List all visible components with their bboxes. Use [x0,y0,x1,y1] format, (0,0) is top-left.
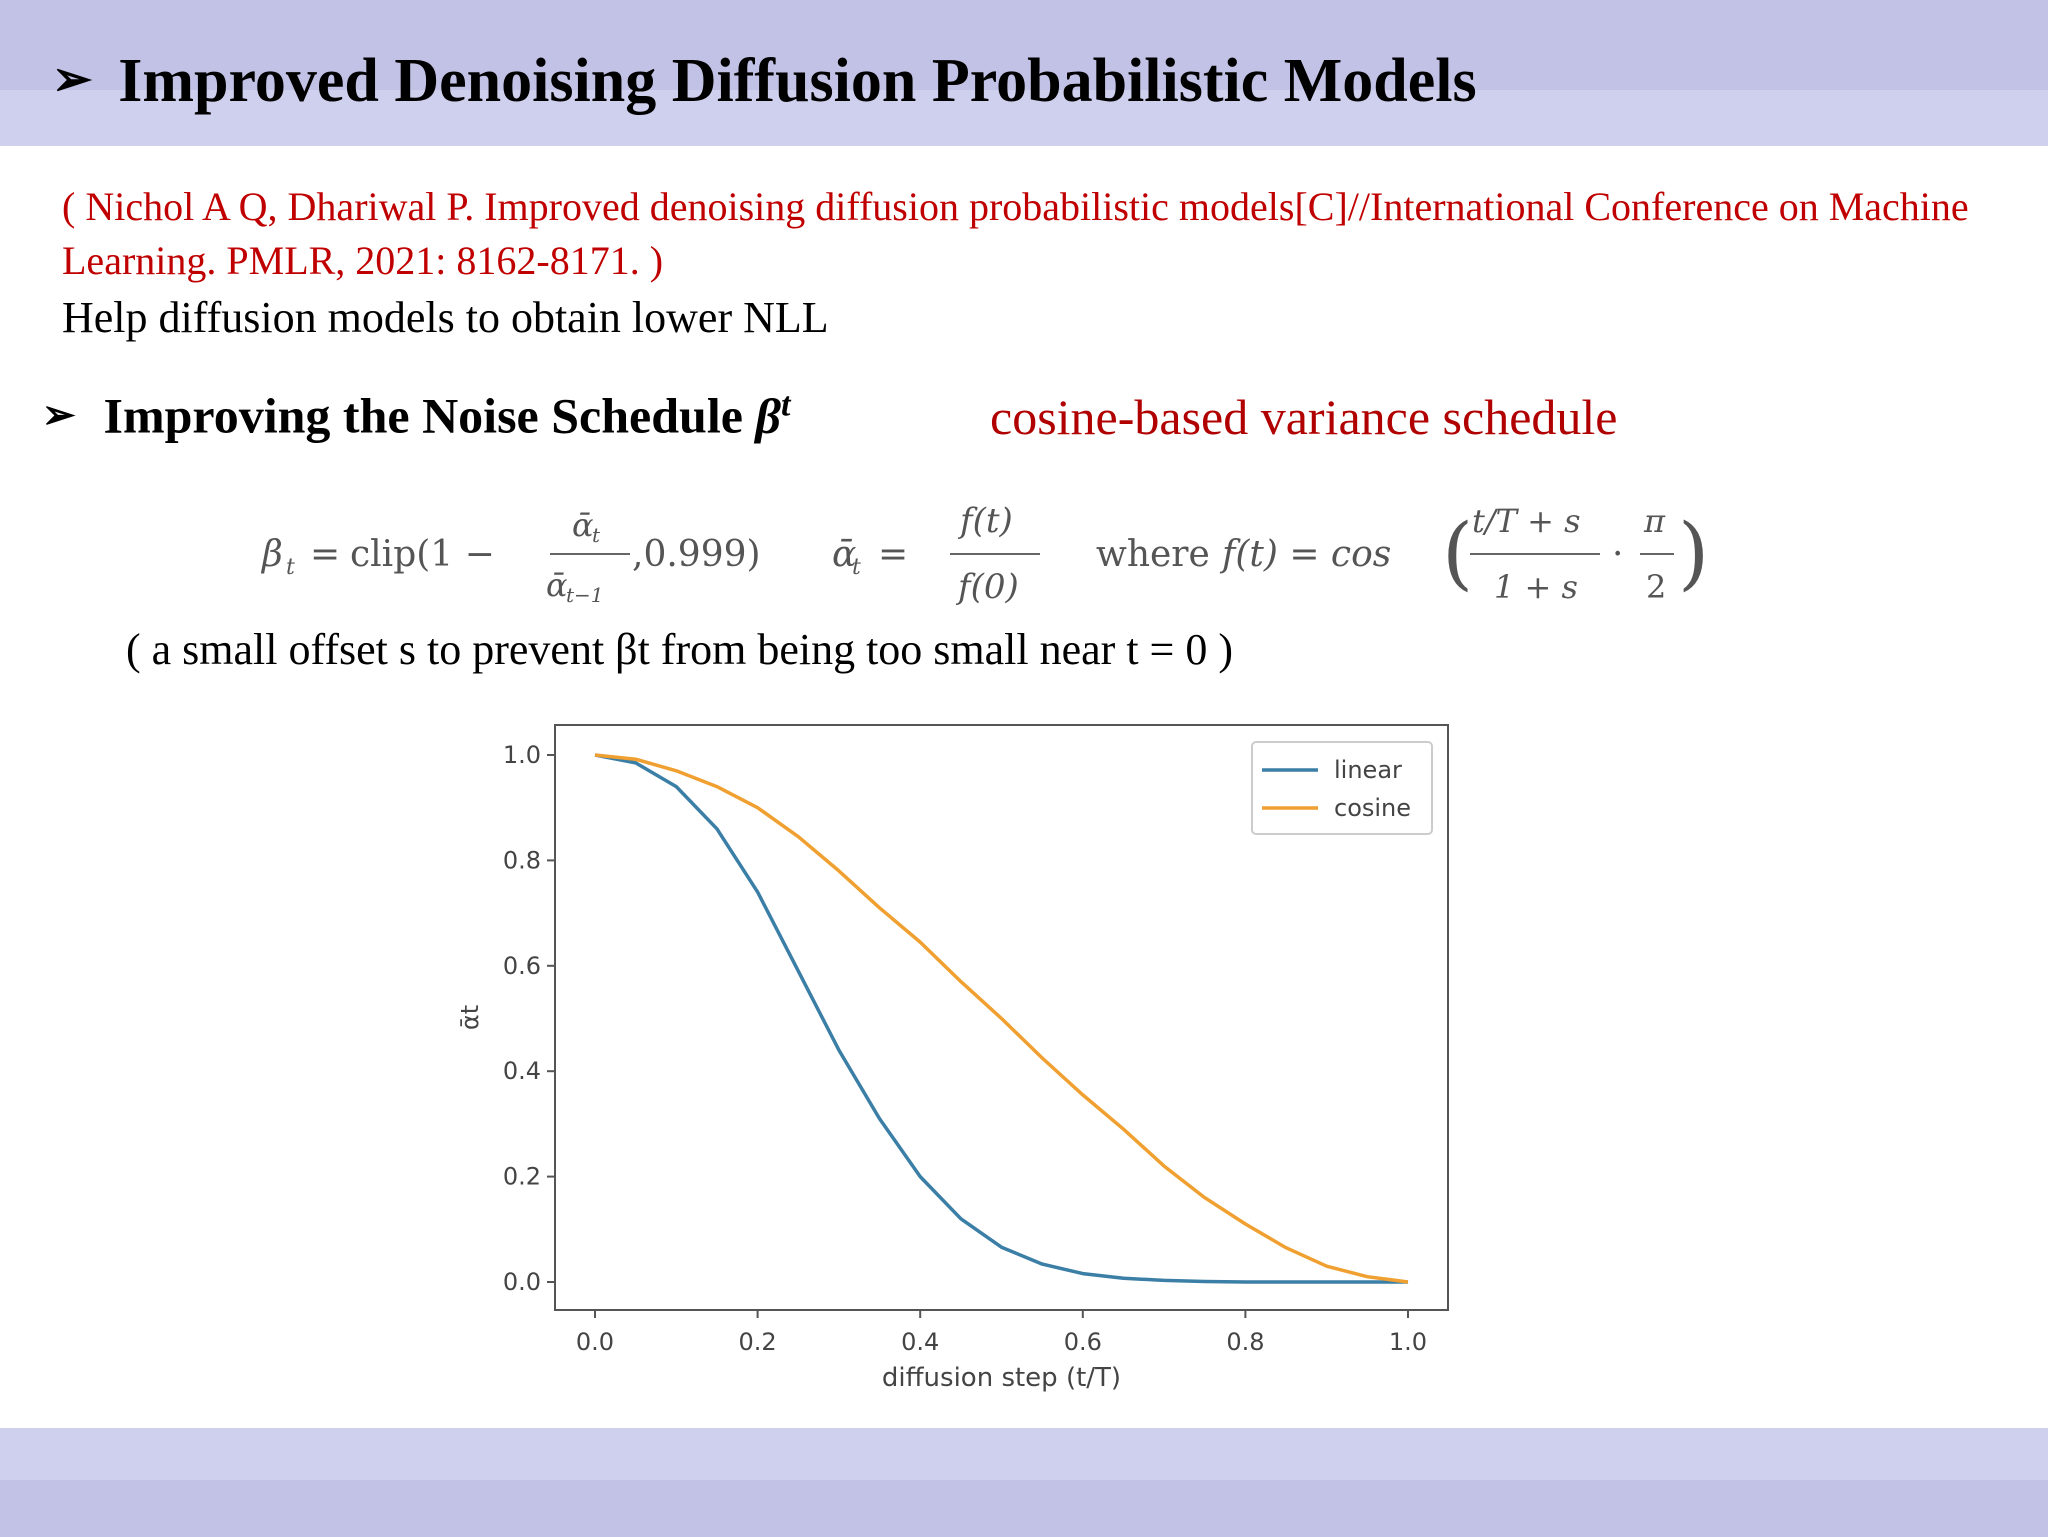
frac4-num: π [1643,502,1666,540]
slide-title-text: Improved Denoising Diffusion Probabilist… [118,47,1477,115]
beta-symbol-char: β [755,387,782,444]
slide-title: ➢ Improved Denoising Diffusion Probabilis… [52,46,1477,117]
offset-note: ( a small offset s to prevent βt from be… [126,625,1234,674]
section-bullet-icon: ➢ [42,391,76,437]
legend-label-cosine: cosine [1334,794,1411,822]
footer-band [0,1428,2048,1537]
subtitle: Help diffusion models to obtain lower NL… [62,293,829,342]
beta-lhs: β [260,534,283,575]
x-tick-label: 0.0 [576,1328,614,1356]
y-tick-label: 0.0 [503,1268,541,1296]
f-def: f(t) = cos [1219,534,1391,575]
frac1-num: ᾱ [572,506,594,544]
beta-lhs-sub: t [286,555,295,580]
x-tick-label: 0.2 [739,1328,777,1356]
y-axis-label: ᾱt [456,1005,484,1030]
section-heading: ➢ Improving the Noise Schedule βt [42,386,791,445]
equals-2: = [878,534,908,575]
frac3-den: 1 + s [1494,568,1578,606]
y-tick-label: 0.4 [503,1057,541,1085]
beta-symbol-sup: t [781,386,791,423]
legend-label-linear: linear [1334,756,1402,784]
frac1-den-sub: t−1 [566,583,604,607]
x-axis-label: diffusion step (t/T) [882,1363,1121,1393]
section-note: cosine-based variance schedule [990,389,1618,445]
alpha-lhs: ᾱ [832,534,856,575]
y-tick-label: 0.8 [503,846,541,874]
frac2-den: f(0) [955,567,1019,607]
x-tick-label: 1.0 [1389,1328,1427,1356]
frac2-num: f(t) [957,501,1013,541]
schedule-formula: β t = clip(1 − ᾱ t ᾱ t−1 ,0.999) ᾱ t = f… [260,501,1709,607]
beta-symbol: βt [755,386,791,444]
x-tick-label: 0.4 [901,1328,939,1356]
clip-close: ,0.999) [632,534,761,575]
alpha-lhs-sub: t [852,555,861,580]
y-tick-label: 1.0 [503,741,541,769]
frac3-num: t/T + s [1472,502,1581,540]
y-tick-label: 0.2 [503,1163,541,1191]
x-tick-label: 0.8 [1226,1328,1264,1356]
where-word: where [1096,534,1210,575]
title-bullet-icon: ➢ [52,53,93,106]
paren-right-icon: ) [1678,506,1709,599]
series-line-cosine [594,753,1409,1284]
alpha-bar-chart: 0.0 0.2 0.4 0.6 0.8 1.0 0.0 0.2 0.4 0.6 0.8 1.0 diff… [456,724,1449,1393]
frac1-den: ᾱ [546,566,568,604]
clip-open: clip(1 − [350,534,495,575]
citation: ( Nichol A Q, Dhariwal P. Improved denoi… [62,184,1969,283]
frac1-num-sub: t [592,523,601,547]
paren-left-icon: ( [1442,506,1473,599]
series-line-linear [594,753,1408,1284]
header-band [0,0,2048,146]
dot-operator: · [1612,534,1623,575]
section-heading-text: Improving the Noise Schedule [103,387,743,444]
x-tick-label: 0.6 [1064,1328,1102,1356]
legend-box [1251,741,1433,835]
y-tick-label: 0.6 [503,952,541,980]
frac4-den: 2 [1646,568,1666,606]
equals-1: = [310,534,340,575]
